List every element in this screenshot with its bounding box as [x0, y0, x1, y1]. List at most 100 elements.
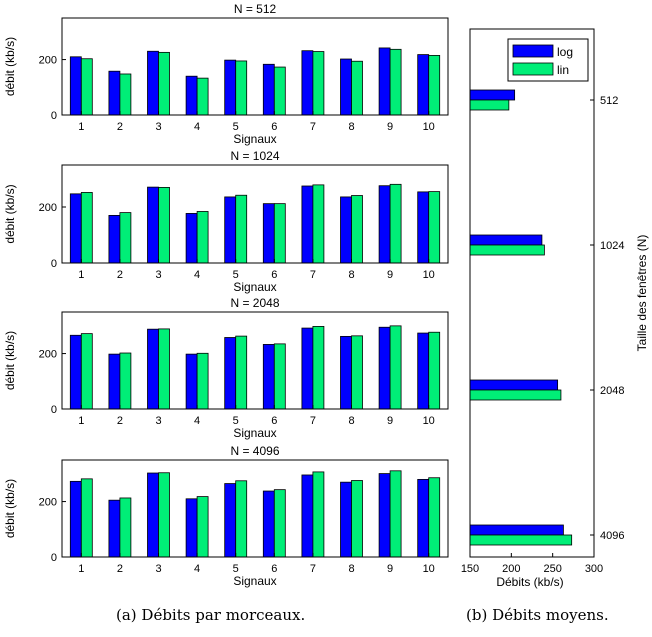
y-axis-label: débit (kb/s) — [3, 331, 17, 390]
bar-lin — [273, 489, 286, 558]
caption-a: (a) Débits par morceaux. — [116, 606, 306, 624]
bar-log — [69, 56, 82, 116]
x-tick-label: 10 — [423, 269, 435, 281]
bar-lin — [389, 183, 402, 264]
bar-log — [340, 196, 352, 264]
bar-lin — [428, 477, 441, 558]
bar-log — [301, 327, 314, 410]
bar-log — [69, 480, 82, 558]
x-axis-label: Signaux — [233, 426, 276, 440]
bar-log — [262, 344, 275, 410]
hbar-lin — [469, 389, 562, 401]
bar-lin — [235, 60, 248, 116]
bar-lin — [196, 496, 209, 558]
bar-lin — [196, 77, 209, 116]
x-tick-label: 1 — [78, 563, 84, 575]
x-tick-label: 2 — [117, 121, 123, 133]
y-axis-label: débit (kb/s) — [3, 184, 17, 243]
y-tick-label: 0 — [51, 552, 57, 564]
x-tick-label: 2 — [117, 269, 123, 281]
chart-title: N = 2048 — [230, 296, 279, 310]
bar-lin — [312, 51, 325, 116]
bar-lin — [273, 203, 286, 264]
bar-log — [378, 473, 391, 558]
bar-lin — [196, 352, 209, 410]
chart-title: N = 1024 — [230, 149, 279, 163]
bar-lin — [428, 191, 441, 264]
bar-log — [340, 481, 352, 558]
bar-lin — [235, 335, 248, 410]
x-tick-label: 1 — [78, 121, 84, 133]
bar-log — [108, 214, 121, 264]
bar-lin — [235, 194, 248, 264]
x-tick-label: 6 — [271, 121, 277, 133]
x-tick-label: 3 — [155, 415, 161, 427]
y-axis-label: Taille des fenêtres (N) — [635, 235, 649, 352]
y-axis-label: débit (kb/s) — [3, 479, 17, 538]
bar-lin — [158, 186, 170, 264]
bar-lin — [80, 333, 93, 410]
x-axis-label: Signaux — [233, 574, 276, 588]
bar-lin — [119, 212, 132, 264]
legend-swatch-lin — [512, 62, 554, 76]
bar-lin — [389, 325, 402, 410]
bar-log — [417, 54, 430, 116]
bar-lin — [389, 48, 402, 116]
hbar-lin — [469, 244, 545, 256]
caption-b: (b) Débits moyens. — [466, 606, 609, 624]
x-tick-label: 8 — [348, 563, 354, 575]
bar-log — [108, 70, 121, 116]
bar-log — [301, 50, 314, 116]
hbar-lin — [469, 534, 573, 546]
bar-log — [69, 334, 82, 410]
y-tick-label: 2048 — [600, 385, 624, 397]
bar-log — [378, 47, 391, 116]
bar-lin — [80, 192, 93, 264]
x-tick-label: 7 — [310, 121, 316, 133]
x-tick-label: 9 — [387, 269, 393, 281]
bar-log — [224, 337, 237, 410]
plot-frame — [61, 164, 449, 264]
x-tick-label: 6 — [271, 563, 277, 575]
x-tick-label: 10 — [423, 415, 435, 427]
x-tick-label: 4 — [194, 563, 200, 575]
x-tick-label: 7 — [310, 269, 316, 281]
bar-lin — [158, 472, 170, 558]
bar-lin — [351, 195, 363, 264]
bar-lin — [158, 328, 170, 410]
bar-log — [417, 332, 430, 410]
x-tick-label: 9 — [387, 121, 393, 133]
x-tick-label: 10 — [423, 121, 435, 133]
x-tick-label: 5 — [233, 121, 239, 133]
bar-log — [378, 326, 391, 410]
bar-lin — [196, 211, 209, 264]
x-tick-label: 5 — [233, 415, 239, 427]
legend-label-lin: lin — [557, 63, 569, 77]
x-tick-label: 3 — [155, 121, 161, 133]
bar-lin — [351, 335, 363, 410]
y-tick-label: 200 — [39, 202, 57, 214]
plot-frame — [61, 311, 449, 410]
x-tick-label: 300 — [585, 563, 603, 575]
bar-log — [262, 63, 275, 116]
bar-log — [340, 335, 352, 410]
bar-log — [301, 474, 314, 558]
plot-frame — [61, 17, 449, 116]
y-axis-label: débit (kb/s) — [3, 37, 17, 96]
bar-log — [417, 478, 430, 558]
x-tick-label: 9 — [387, 563, 393, 575]
x-tick-label: 5 — [233, 269, 239, 281]
x-axis-label: Signaux — [233, 280, 276, 294]
bar-log — [185, 75, 198, 116]
bar-log — [378, 185, 391, 264]
x-tick-label: 7 — [310, 415, 316, 427]
bar-lin — [351, 480, 363, 558]
bar-lin — [119, 497, 132, 558]
x-axis-label: Signaux — [233, 132, 276, 146]
bar-log — [185, 213, 198, 264]
bar-log — [147, 186, 159, 264]
x-tick-label: 8 — [348, 415, 354, 427]
x-tick-label: 6 — [271, 269, 277, 281]
bar-log — [108, 353, 121, 410]
